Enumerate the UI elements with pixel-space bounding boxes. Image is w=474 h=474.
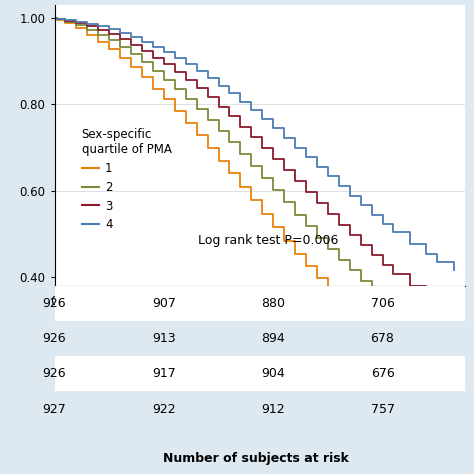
X-axis label: Years: Years [241, 311, 278, 325]
Text: 926: 926 [43, 367, 66, 380]
Text: 894: 894 [261, 332, 285, 345]
Bar [55, 286, 465, 321]
Text: 880: 880 [261, 297, 285, 310]
Text: 706: 706 [371, 297, 394, 310]
Text: Number of subjects at risk: Number of subjects at risk [163, 452, 349, 465]
Text: 922: 922 [152, 402, 176, 416]
Text: 907: 907 [152, 297, 176, 310]
Text: 926: 926 [43, 297, 66, 310]
Legend: 1, 2, 3, 4: 1, 2, 3, 4 [77, 123, 176, 236]
Text: 927: 927 [43, 402, 66, 416]
Text: 912: 912 [261, 402, 285, 416]
Text: 676: 676 [371, 367, 394, 380]
Text: 913: 913 [152, 332, 176, 345]
Text: 678: 678 [371, 332, 394, 345]
Text: 904: 904 [261, 367, 285, 380]
Text: 757: 757 [371, 402, 394, 416]
Text: Log rank test P=0.006: Log rank test P=0.006 [198, 234, 338, 247]
Bar [55, 356, 465, 392]
Bar [55, 392, 465, 427]
Text: 917: 917 [152, 367, 176, 380]
Text: 926: 926 [43, 332, 66, 345]
Bar [55, 321, 465, 356]
